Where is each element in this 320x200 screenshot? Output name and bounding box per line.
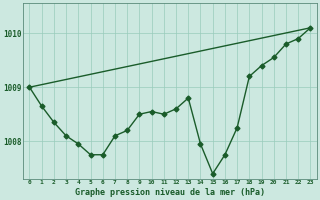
X-axis label: Graphe pression niveau de la mer (hPa): Graphe pression niveau de la mer (hPa)	[75, 188, 265, 197]
